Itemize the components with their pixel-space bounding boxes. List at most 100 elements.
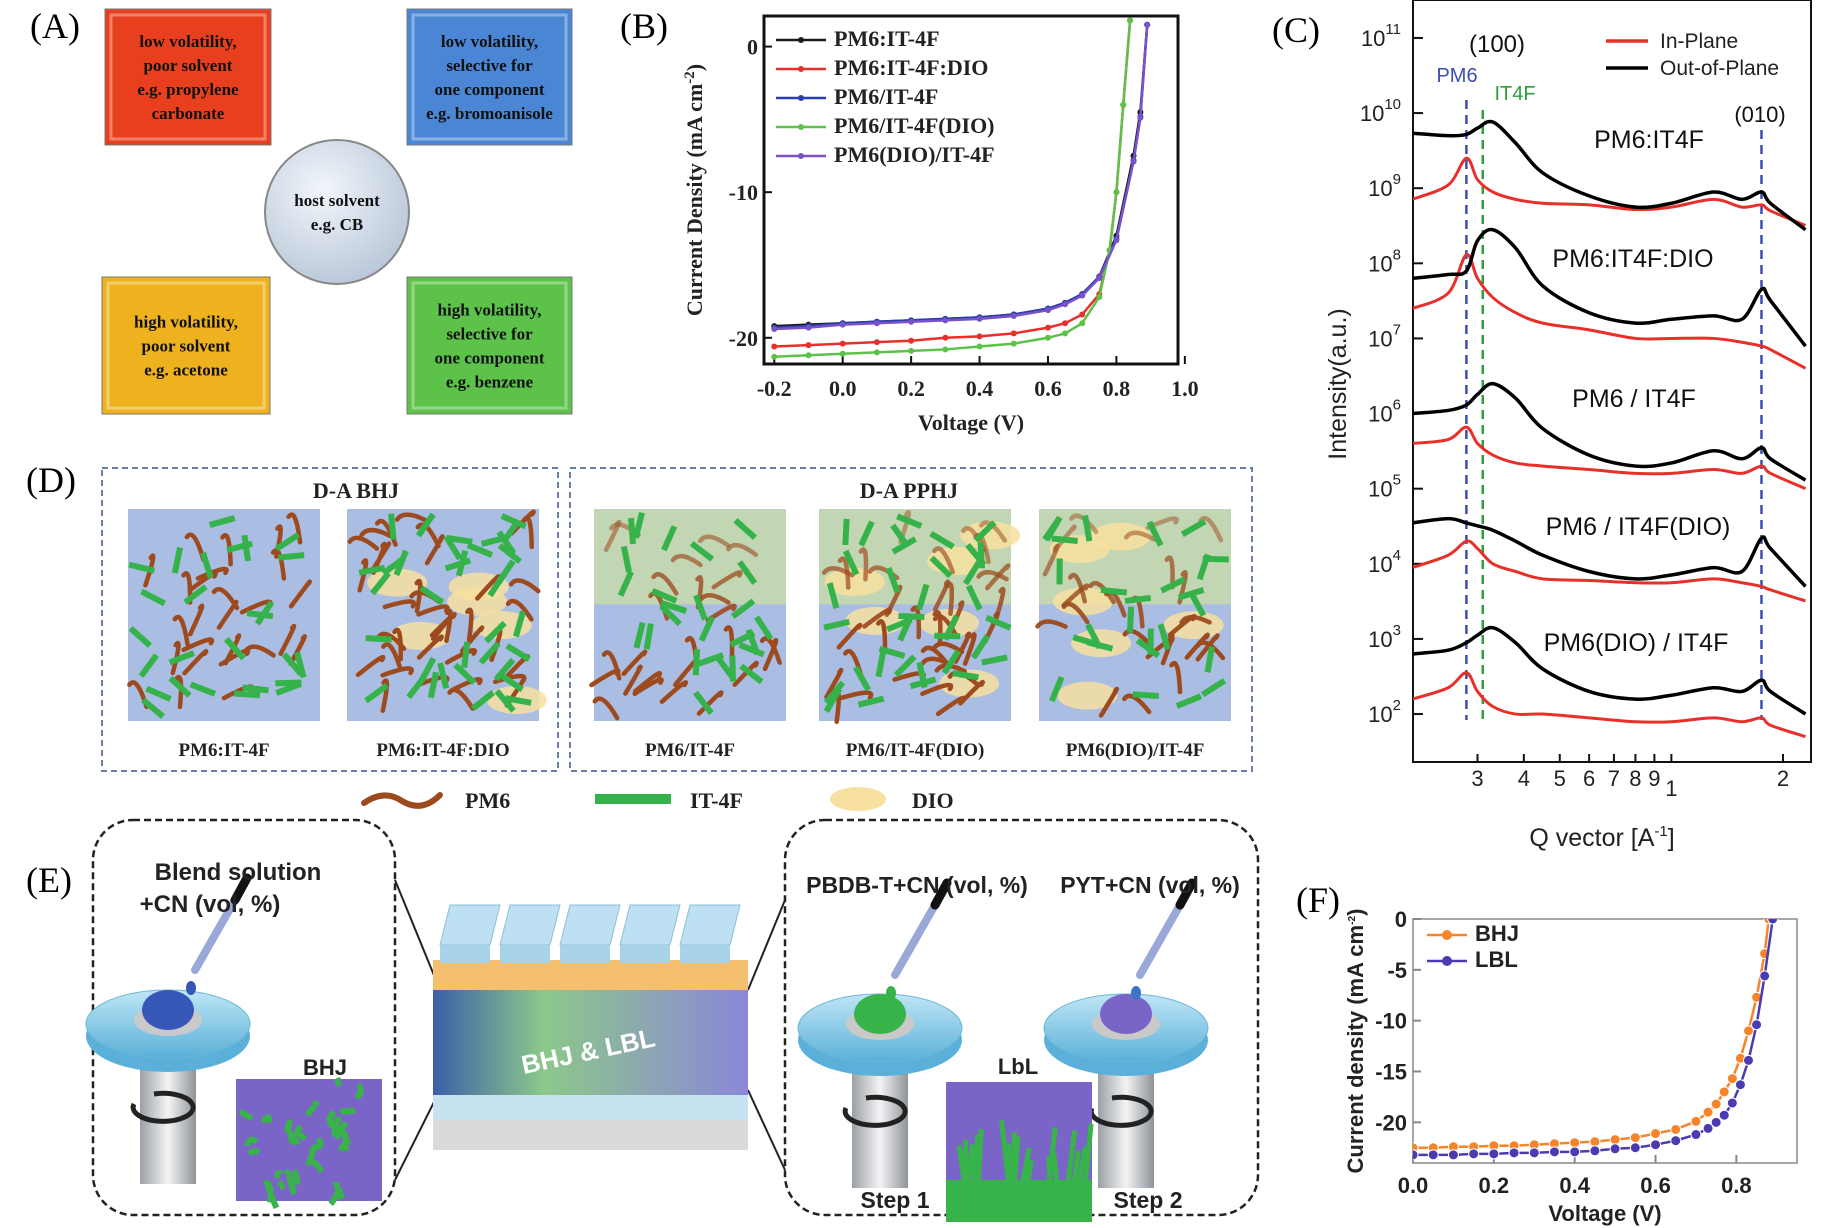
data-point: [1767, 919, 1779, 925]
it4f-rod: [418, 657, 437, 683]
curves-group: [1413, 100, 1807, 739]
it4f-rod: [208, 515, 236, 528]
it4f-rod: [226, 540, 253, 553]
dio-domain: [1090, 522, 1151, 551]
data-point: [873, 320, 880, 327]
series-pm6-it-4f-dio-: [771, 17, 1134, 360]
panel-label-b: (B): [620, 6, 668, 46]
it4f-rod: [893, 654, 917, 678]
it4f-rod: [977, 542, 986, 569]
pm6-chain: [824, 667, 844, 700]
panel-a-solvent-diagram: low volatility, poor solvent e.g. propylen…: [101, 8, 573, 415]
y-tick-label: -5: [1387, 958, 1407, 983]
pm6-chain: [382, 599, 417, 610]
it4f-rod: [364, 683, 389, 704]
box-background: [406, 276, 573, 415]
it4f-rod: [842, 518, 850, 546]
it4f-rod: [275, 679, 302, 687]
it4f-rod: [962, 560, 982, 586]
pm6-chain: [170, 640, 181, 676]
pm6-chain: [188, 603, 205, 637]
legend-label: PM6/IT-4F: [834, 84, 938, 109]
box-text-line: poor solvent: [144, 56, 233, 75]
pipette-bulb: [930, 878, 952, 910]
it4f-rod: [281, 652, 304, 676]
it4f-rod: [224, 637, 246, 661]
y-tick-label: 105: [1368, 472, 1401, 502]
pm6-chain: [394, 512, 428, 523]
it4f-rod: [897, 615, 914, 642]
legend-label: In-Plane: [1660, 30, 1738, 53]
rotation-arrow-icon: [130, 1090, 196, 1124]
it4f-rod: [370, 571, 391, 596]
dio-domain: [1163, 611, 1224, 640]
x-tick-label: 7: [1608, 766, 1620, 791]
series-group: [771, 17, 1151, 360]
pipette-step2: [1131, 878, 1197, 1000]
data-point: [839, 321, 846, 328]
box-text-line: low volatility,: [441, 32, 538, 51]
box-text-line: low volatility,: [139, 32, 236, 51]
data-point: [908, 337, 915, 344]
green-domain: [304, 1100, 319, 1118]
pm6-chain: [698, 534, 731, 548]
pm6-chain: [931, 641, 965, 655]
data-point: [1468, 1148, 1480, 1160]
it4f-rod: [183, 584, 208, 605]
y-axis-label: Intensity(a.u.): [1324, 308, 1352, 459]
dio-domain: [447, 587, 508, 616]
data-point: [1670, 1135, 1682, 1147]
pm6-chain: [759, 636, 782, 665]
dio-domain: [939, 669, 1000, 698]
y-tick-label: -10: [1375, 1009, 1407, 1034]
step1-solution-title: PBDB-T+CN (vol, %): [806, 872, 1028, 898]
y-tick-exponent: 9: [1393, 171, 1401, 188]
data-point: [1044, 334, 1051, 341]
annotation-label: (010): [1734, 102, 1785, 127]
box-background: [101, 276, 271, 415]
y-tick-label: 1011: [1361, 21, 1401, 51]
it4f-rod: [737, 560, 758, 585]
it4f-rod: [487, 571, 507, 598]
morphology-pm6-it-4f-dio-: [819, 509, 1021, 724]
box-high-volatility-selective: high volatility, selective for one compone…: [406, 276, 573, 415]
pm6-chain: [182, 648, 209, 676]
it4f-rod: [1051, 535, 1078, 544]
y-tick-base: 10: [1368, 627, 1392, 652]
pm6-chain: [449, 677, 483, 693]
data-point: [1718, 1086, 1730, 1098]
data-point: [1710, 1116, 1722, 1128]
in-plane-curve: [1413, 253, 1807, 370]
legend-marker: [798, 153, 804, 159]
it4f-rod: [1049, 675, 1065, 703]
x-tick-label: 1.0: [1171, 376, 1199, 401]
green-domain: [309, 1159, 325, 1174]
panel-f-jv-chart: 0.0 0.2 0.4 0.6 0.8 0 -5 -10 -15 -20 Voltage (V) Cu…: [1343, 907, 1798, 1226]
it4f-rod: [1100, 587, 1128, 596]
it4f-rod: [427, 671, 439, 699]
pm6-chain: [447, 687, 475, 711]
green-domain: [354, 1082, 364, 1101]
legend-marker: [798, 37, 804, 43]
it4f-rod: [826, 582, 840, 609]
y-axis-label: Current density (mA cm-2): [1343, 909, 1368, 1174]
box-low-volatility-selective: low volatility, selective for one componen…: [406, 8, 573, 146]
top-electrode-finger-front: [440, 945, 490, 963]
data-point: [1726, 1073, 1738, 1085]
data-point: [1144, 21, 1151, 28]
it4f-rod: [697, 652, 725, 667]
legend-dio-icon: [830, 787, 886, 811]
pm6-chain: [505, 598, 534, 622]
it4f-rod: [128, 626, 152, 648]
it4f-rod: [1188, 591, 1207, 618]
data-point: [1742, 1025, 1754, 1037]
y-tick-label: 109: [1368, 171, 1401, 201]
green-domain: [970, 1145, 977, 1183]
it4f-rod: [140, 588, 166, 607]
panel-d-morphology-diagram: D-A BHJ D-A PPHJ PM6:IT-4F PM6:IT-4F:DIO PM6…: [101, 467, 1253, 813]
pm6-chain: [1184, 632, 1210, 660]
it4f-rod: [141, 697, 166, 719]
legend-label: LBL: [1475, 947, 1518, 972]
green-domain: [283, 1119, 293, 1133]
box-background: [406, 8, 573, 146]
